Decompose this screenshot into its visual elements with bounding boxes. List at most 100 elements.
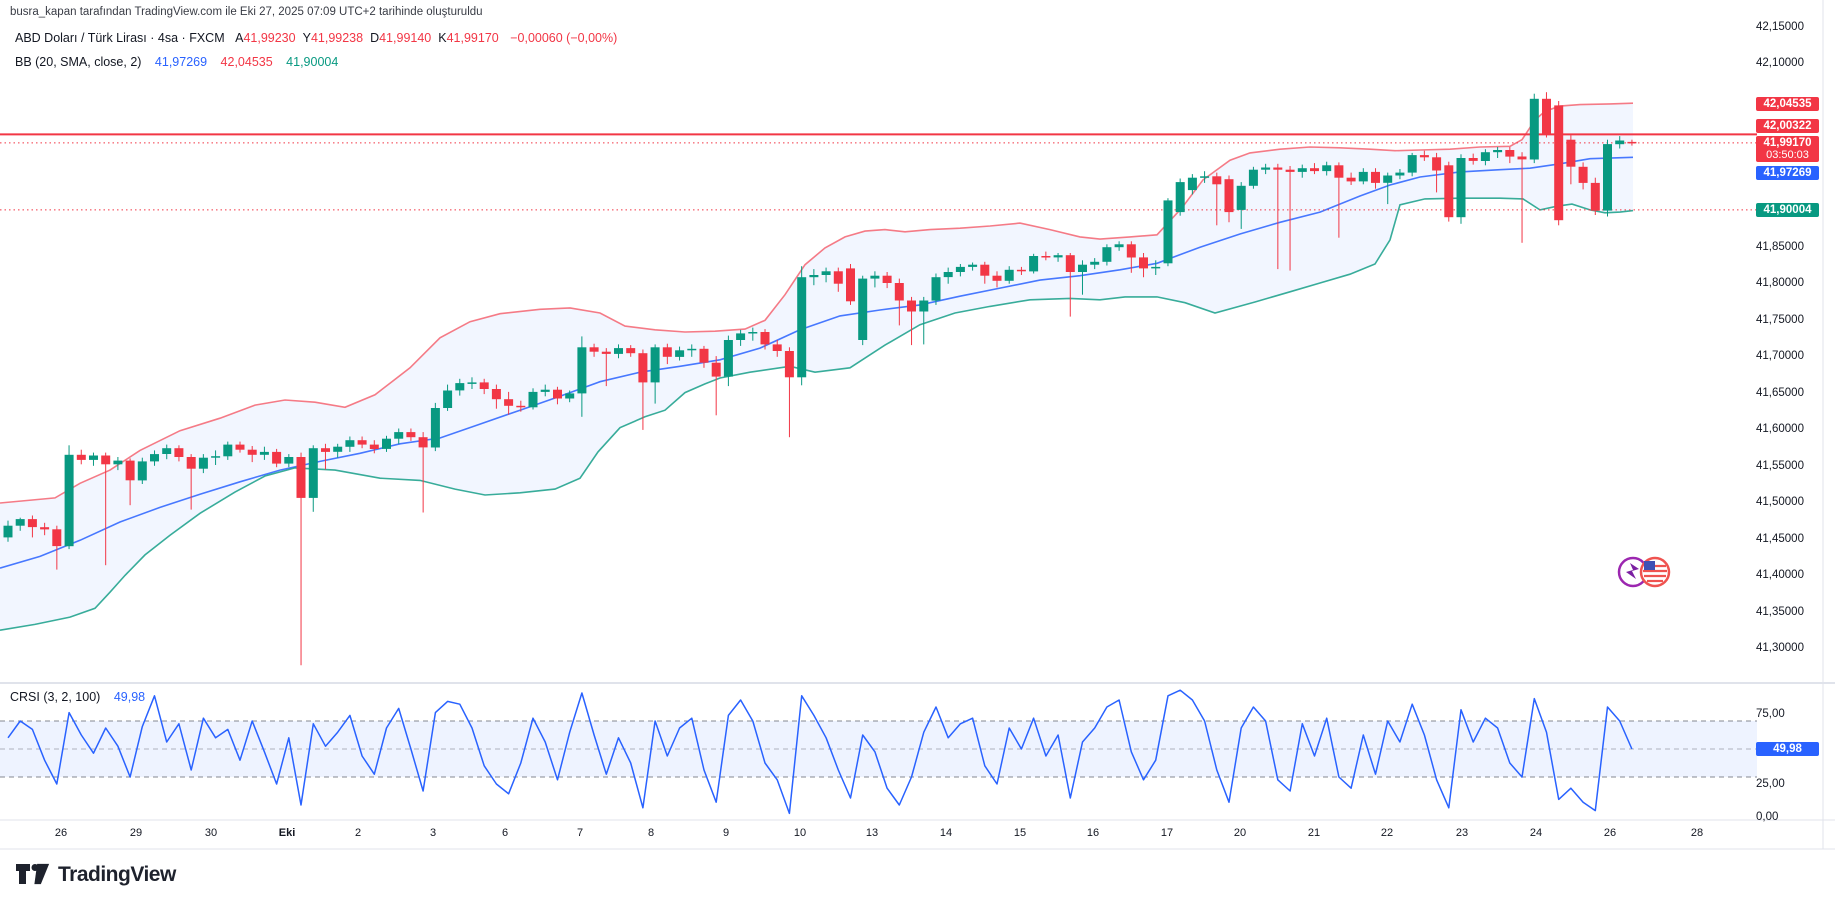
time-label-30: 30 xyxy=(204,827,218,839)
candle-body xyxy=(1590,182,1600,211)
crsi-tick-label: 25,00 xyxy=(1756,778,1785,790)
candle-body xyxy=(76,454,86,460)
price-tick-label: 41,70000 xyxy=(1756,350,1804,362)
candle-body xyxy=(650,347,660,383)
ohlc-values: A41,99230 Y41,99238 D41,99140 K41,99170 xyxy=(228,31,499,45)
candle-body xyxy=(1310,168,1319,172)
candle-body xyxy=(1529,98,1539,160)
candle-body xyxy=(1285,169,1295,172)
candle-body xyxy=(1493,150,1503,153)
time-label-26: 26 xyxy=(54,827,68,839)
candle-body xyxy=(1542,98,1551,135)
price-badge-42,00322: 42,00322 xyxy=(1756,119,1819,133)
candle-body xyxy=(784,351,794,378)
candle-body xyxy=(467,382,477,384)
candle-body xyxy=(1419,155,1429,158)
candle-body xyxy=(1151,266,1161,269)
bb-basis-value: 41,97269 xyxy=(154,55,208,69)
time-label-14: 14 xyxy=(939,827,953,839)
bb-upper-line xyxy=(0,102,1634,504)
candle-body xyxy=(382,438,391,449)
time-label-13: 13 xyxy=(865,827,879,839)
candle-body xyxy=(137,461,147,481)
symbol-legend-row[interactable]: ABD Doları / Türk Lirası · 4sa · FXCM A4… xyxy=(15,31,618,45)
candle-body xyxy=(1358,171,1368,182)
candle-body xyxy=(430,408,440,448)
ohlc-key: Y xyxy=(302,31,311,45)
candle-body xyxy=(1468,158,1478,161)
crsi-legend-row[interactable]: CRSI (3, 2, 100) 49,98 xyxy=(10,690,145,704)
candle-body xyxy=(772,344,782,351)
candle-body xyxy=(1261,167,1271,170)
bb-legend-row[interactable]: BB (20, SMA, close, 2) 41,97269 42,04535… xyxy=(15,50,617,74)
tradingview-logo[interactable]: TradingView xyxy=(16,862,176,888)
time-label-23: 23 xyxy=(1455,827,1469,839)
candle-body xyxy=(174,448,184,457)
bb-fill xyxy=(0,103,1633,631)
crsi-indicator-name[interactable]: CRSI (3, 2, 100) xyxy=(10,690,101,704)
candle-body xyxy=(1126,244,1136,258)
candle-body xyxy=(113,460,123,465)
candle-body xyxy=(1517,156,1527,160)
ohlc-value: 41,99140 xyxy=(379,31,432,45)
candle-body xyxy=(919,300,929,312)
symbol-title[interactable]: ABD Doları / Türk Lirası xyxy=(15,31,147,45)
candle-body xyxy=(247,449,257,455)
candle-body xyxy=(955,266,965,272)
ohlc-value: 41,99170 xyxy=(446,31,499,45)
candle-body xyxy=(528,391,538,408)
candle-body xyxy=(1627,141,1637,144)
candle-body xyxy=(479,382,489,389)
candle-body xyxy=(1175,182,1185,213)
candle-body xyxy=(1041,256,1051,258)
candle-body xyxy=(601,351,611,354)
candle-body xyxy=(1163,200,1173,264)
candle-body xyxy=(52,529,62,547)
candle-body xyxy=(797,277,807,378)
crsi-value: 49,98 xyxy=(113,690,146,704)
bb-upper-value: 42,04535 xyxy=(220,55,273,69)
candle-body xyxy=(1053,255,1063,258)
candle-body xyxy=(1554,105,1564,221)
time-label-20: 20 xyxy=(1233,827,1247,839)
ohlc-key: D xyxy=(370,31,380,45)
price-badge-41,97269: 41,97269 xyxy=(1756,166,1819,180)
candle-body xyxy=(882,275,892,283)
ohlc-value: 41,99230 xyxy=(243,31,296,45)
price-badge-41,90004: 41,90004 xyxy=(1756,203,1819,217)
candle-body xyxy=(992,275,1002,281)
candle-body xyxy=(675,350,685,357)
candle-body xyxy=(980,264,990,276)
time-label-21: 21 xyxy=(1307,827,1321,839)
candle-body xyxy=(894,283,904,301)
candle-body xyxy=(1444,165,1454,218)
candle-body xyxy=(736,333,746,340)
candle-body xyxy=(1200,176,1210,178)
candle-body xyxy=(1187,177,1197,191)
candle-body xyxy=(1212,176,1222,185)
candle-body xyxy=(821,271,831,275)
candle-body xyxy=(418,437,428,448)
bb-indicator-name[interactable]: BB (20, SMA, close, 2) xyxy=(15,55,142,69)
candle-body xyxy=(1407,155,1417,173)
candle-body xyxy=(308,448,318,498)
interval-label[interactable]: 4sa xyxy=(157,31,179,45)
time-label-22: 22 xyxy=(1380,827,1394,839)
price-tick-label: 41,55000 xyxy=(1756,460,1804,472)
price-tick-label: 41,85000 xyxy=(1756,241,1804,253)
price-tick-label: 41,80000 xyxy=(1756,277,1804,289)
candle-body xyxy=(1395,172,1405,176)
candle-body xyxy=(760,332,770,345)
candle-body xyxy=(748,332,758,334)
candle-body xyxy=(1114,244,1124,248)
time-label-6: 6 xyxy=(501,827,509,839)
price-tick-label: 41,40000 xyxy=(1756,569,1804,581)
candle-body xyxy=(455,383,465,391)
candle-body xyxy=(211,456,221,458)
candle-body xyxy=(15,519,25,526)
candle-body xyxy=(626,348,636,354)
ohlc-key: K xyxy=(438,31,447,45)
candle-body xyxy=(27,519,37,528)
